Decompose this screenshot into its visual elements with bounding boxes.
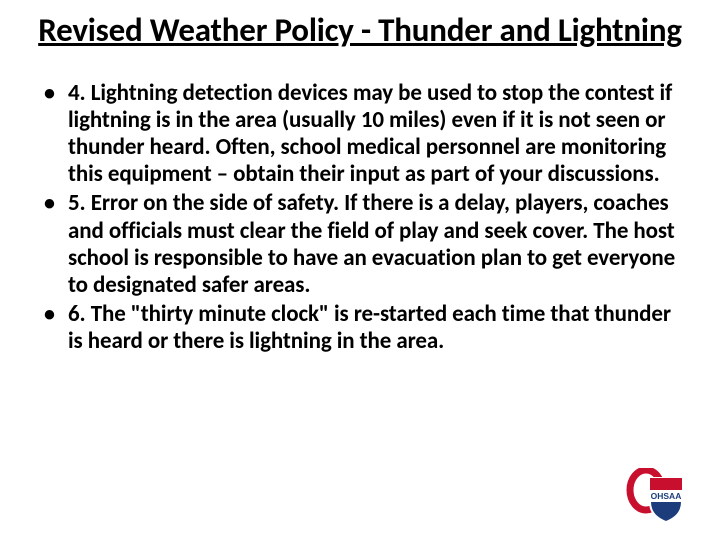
bullet-item: 4. Lightning detection devices may be us… — [68, 80, 682, 189]
bullet-list: 4. Lightning detection devices may be us… — [38, 80, 682, 355]
slide: Revised Weather Policy - Thunder and Lig… — [0, 0, 720, 540]
slide-title: Revised Weather Policy - Thunder and Lig… — [38, 12, 682, 50]
ohsaa-logo-icon: OHSAA — [626, 468, 686, 524]
logo-text: OHSAA — [651, 491, 682, 501]
bullet-item: 6. The "thirty minute clock" is re-start… — [68, 301, 682, 355]
bullet-item: 5. Error on the side of safety. If there… — [68, 190, 682, 299]
